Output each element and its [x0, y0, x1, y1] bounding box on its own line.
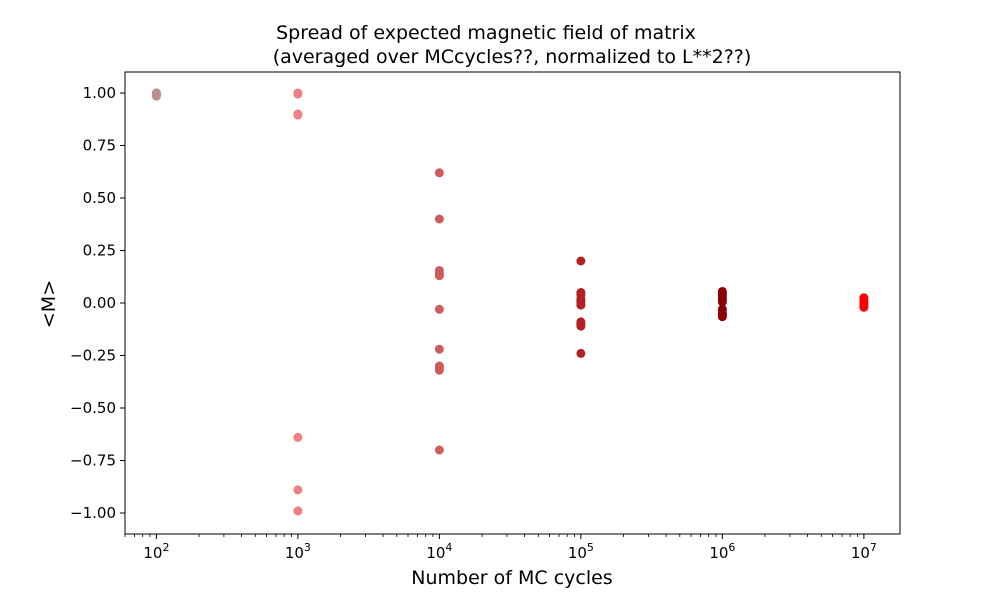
data-point — [434, 445, 444, 455]
data-point — [576, 300, 586, 310]
data-point — [434, 344, 444, 354]
data-point — [434, 168, 444, 178]
x-tick-label: 103 — [285, 541, 311, 562]
y-tick-label: 0.00 — [83, 294, 116, 312]
data-point — [576, 321, 586, 331]
data-point — [293, 506, 303, 516]
x-tick-label: 104 — [426, 541, 452, 562]
y-tick-label: 0.25 — [83, 242, 116, 260]
y-tick-label: −1.00 — [70, 504, 116, 522]
x-tick-label: 102 — [143, 541, 169, 562]
x-tick-label: 107 — [851, 541, 877, 562]
data-point — [293, 110, 303, 120]
y-tick-label: −0.50 — [70, 399, 116, 417]
x-tick-label: 106 — [709, 541, 735, 562]
y-tick-label: −0.25 — [70, 347, 116, 365]
data-point — [151, 91, 161, 101]
x-axis-label: Number of MC cycles — [411, 567, 612, 589]
data-point — [293, 89, 303, 99]
data-point — [717, 297, 727, 307]
x-tick-label: 105 — [568, 541, 594, 562]
chart-title-line2: (averaged over MCcycles??, normalized to… — [273, 46, 752, 68]
data-point — [434, 214, 444, 224]
data-point — [717, 312, 727, 322]
y-tick-label: 0.50 — [83, 189, 116, 207]
data-point — [434, 271, 444, 281]
y-tick-label: 1.00 — [83, 84, 116, 102]
y-axis-label: <M> — [38, 280, 60, 328]
data-point — [293, 432, 303, 442]
data-point — [434, 304, 444, 314]
y-tick-label: −0.75 — [70, 452, 116, 470]
x-axis-ticks: 102 103 104 105 106 107 — [143, 534, 877, 562]
y-axis-ticks: 1.00 0.75 0.50 0.25 0.00 −0.25 −0.50 −0.75 −1.00 — [70, 84, 125, 522]
y-tick-label: 0.75 — [83, 137, 116, 155]
data-point — [576, 256, 586, 266]
data-point — [293, 485, 303, 495]
chart-title-line1: Spread of expected magnetic field of mat… — [276, 22, 696, 44]
data-point — [576, 348, 586, 358]
data-point — [859, 302, 869, 312]
data-point — [434, 365, 444, 375]
plot-points — [151, 88, 869, 516]
plot-frame — [124, 71, 901, 535]
